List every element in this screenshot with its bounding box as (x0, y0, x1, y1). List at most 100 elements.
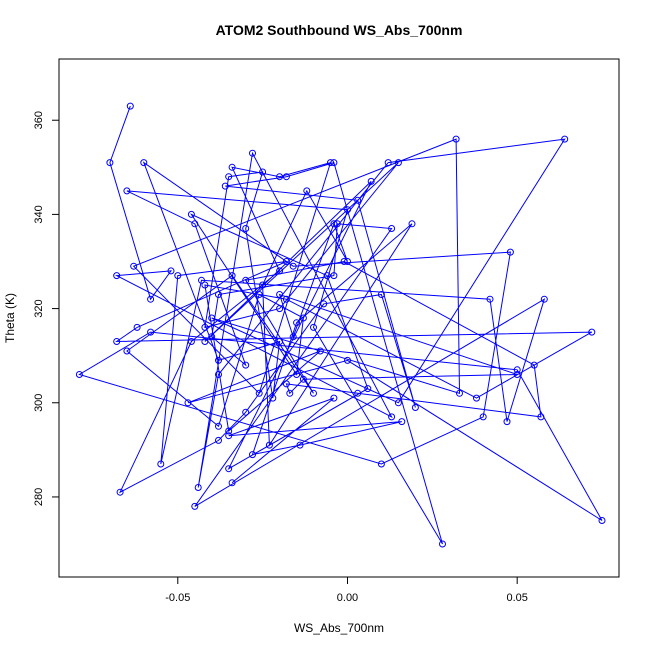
data-point (201, 323, 209, 331)
data-point (276, 267, 284, 275)
data-point (75, 371, 83, 378)
data-point (106, 159, 114, 167)
data-point (394, 399, 402, 407)
data-point (201, 281, 209, 289)
data-point (259, 168, 267, 176)
data-point (537, 413, 545, 421)
data-point (215, 436, 222, 444)
data-point (116, 488, 124, 496)
data-point (513, 371, 521, 378)
chart-title: ATOM2 Southbound WS_Abs_700nm (216, 22, 463, 38)
data-point (221, 182, 229, 190)
data-point (225, 465, 233, 473)
data-point (113, 272, 121, 280)
x-tick-label: 0.00 (337, 592, 358, 604)
data-point (123, 187, 131, 195)
data-point (394, 159, 402, 167)
data-point (364, 385, 372, 393)
x-axis-label: WS_Abs_700nm (294, 621, 384, 635)
data-point (208, 314, 216, 322)
data-point (310, 323, 317, 331)
data-point (377, 460, 385, 468)
data-point (456, 389, 463, 397)
data-point (255, 389, 263, 397)
data-point (215, 356, 222, 364)
data-point (513, 366, 521, 374)
data-point (354, 196, 362, 204)
data-point (259, 281, 267, 289)
data-point (327, 159, 334, 167)
data-point (191, 220, 199, 228)
data-point (316, 347, 324, 355)
data-point (286, 389, 294, 397)
data-point (384, 159, 392, 167)
data-point (191, 502, 199, 510)
data-point (330, 159, 338, 167)
y-axis-label: Theta (K) (3, 293, 17, 343)
data-point (486, 295, 494, 303)
data-point (340, 258, 348, 265)
data-point (208, 333, 216, 341)
data-point (242, 276, 250, 284)
series-layer (75, 102, 606, 548)
series-line (78, 105, 603, 545)
data-point (540, 295, 548, 303)
data-point (588, 328, 596, 336)
data-point (323, 272, 331, 280)
y-tick-label: 360 (33, 111, 45, 129)
data-point (354, 389, 362, 397)
data-point (276, 305, 284, 313)
y-tick-label: 280 (33, 488, 45, 506)
data-point (126, 102, 134, 110)
data-point (282, 380, 290, 388)
data-point (228, 163, 236, 171)
y-tick-label: 340 (33, 205, 45, 223)
data-point (194, 484, 202, 491)
data-point (228, 272, 236, 280)
data-point (157, 460, 165, 468)
data-point (215, 291, 222, 298)
data-point (506, 248, 514, 256)
data-point (265, 441, 273, 449)
data-point (215, 422, 222, 430)
plot-frame (58, 58, 620, 578)
data-point (330, 394, 338, 402)
data-point (282, 173, 290, 181)
data-point (503, 418, 511, 426)
data-point (184, 399, 192, 407)
data-point (293, 319, 301, 327)
data-point (187, 210, 195, 218)
data-point (299, 314, 307, 322)
data-point (530, 361, 538, 369)
data-point (187, 338, 195, 345)
data-point (225, 427, 233, 435)
data-point (147, 295, 155, 303)
data-point (215, 371, 222, 378)
data-point (276, 291, 284, 298)
data-point (344, 258, 351, 265)
data-point (388, 225, 396, 232)
data-point (452, 135, 460, 143)
data-point (561, 135, 569, 143)
data-point (147, 328, 155, 336)
data-point (228, 479, 236, 487)
x-tick-label: -0.05 (165, 592, 190, 604)
data-point (255, 291, 263, 298)
data-point (133, 323, 141, 331)
y-axis: 280 300 320 340 360 (33, 111, 59, 506)
data-point (330, 272, 338, 280)
data-point (174, 272, 182, 280)
data-point (289, 333, 297, 341)
x-axis: -0.05 0.00 0.05 (165, 577, 528, 604)
data-point (408, 220, 416, 228)
data-point (123, 347, 131, 355)
data-point (249, 451, 256, 459)
data-point (293, 371, 301, 378)
data-point (140, 159, 148, 167)
data-point (130, 262, 138, 270)
data-point (225, 432, 233, 440)
data-point (296, 441, 304, 449)
data-point (330, 220, 338, 228)
data-point (320, 300, 328, 308)
